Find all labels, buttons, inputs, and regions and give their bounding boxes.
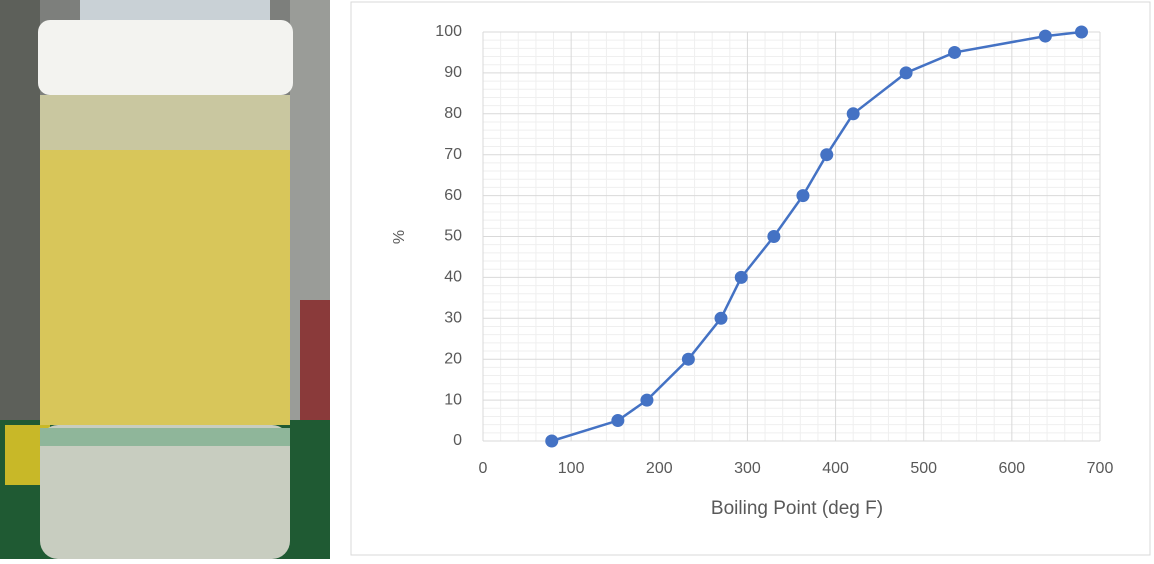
point: [820, 148, 833, 161]
point: [900, 66, 913, 79]
point: [735, 271, 748, 284]
point: [796, 189, 809, 202]
point: [847, 107, 860, 120]
x-tick-label: 100: [558, 460, 585, 477]
y-tick-label: 40: [444, 269, 462, 286]
point: [1075, 26, 1088, 39]
point: [714, 312, 727, 325]
point: [640, 394, 653, 407]
y-tick-label: 20: [444, 350, 462, 367]
x-tick-label: 200: [646, 460, 673, 477]
x-axis-label: Boiling Point (deg F): [711, 498, 883, 519]
x-tick-label: 400: [822, 460, 849, 477]
x-tick-label: 300: [734, 460, 761, 477]
point: [1039, 30, 1052, 43]
jar-photo: [0, 0, 330, 559]
y-tick-label: 80: [444, 105, 462, 122]
y-tick-label: 70: [444, 146, 462, 163]
y-tick-label: 10: [444, 391, 462, 408]
y-tick-label: 90: [444, 64, 462, 81]
y-axis-label: %: [391, 230, 408, 244]
y-tick-label: 30: [444, 310, 462, 327]
page: 0 10 20 30 40 50 60 70 80 90 100 0 100 200 300 400 500 60…: [0, 0, 1154, 559]
point: [767, 230, 780, 243]
y-tick-label: 50: [444, 228, 462, 245]
x-tick-label: 700: [1087, 460, 1114, 477]
y-tick-label: 60: [444, 187, 462, 204]
y-tick-label: 100: [435, 23, 462, 40]
point: [611, 414, 624, 427]
point: [682, 353, 695, 366]
x-tick-label: 600: [999, 460, 1026, 477]
y-tick-label: 0: [453, 432, 462, 449]
point: [545, 435, 558, 448]
x-tick-label: 500: [910, 460, 937, 477]
point: [948, 46, 961, 59]
x-tick-label: 0: [479, 460, 488, 477]
